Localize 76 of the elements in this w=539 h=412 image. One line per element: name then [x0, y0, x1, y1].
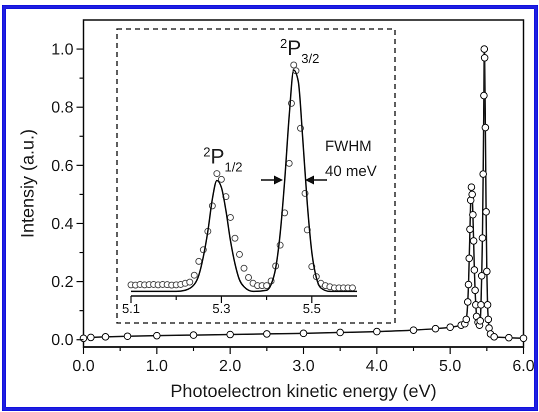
annotation: $^{2}$P$_{1/2}$ [203, 144, 243, 174]
point [468, 183, 476, 191]
point [482, 208, 490, 216]
point [236, 250, 243, 258]
point [479, 170, 487, 178]
point [231, 234, 238, 242]
point [464, 298, 472, 306]
y-tick-label: 0.0 [51, 332, 74, 350]
point [336, 328, 344, 336]
point [484, 316, 492, 324]
point [186, 278, 194, 286]
point [263, 282, 270, 290]
point [153, 332, 161, 340]
point [102, 333, 110, 341]
point [373, 328, 381, 336]
point [286, 160, 293, 167]
y-tick-label: 1.0 [51, 42, 74, 59]
point [240, 264, 248, 272]
point [348, 284, 356, 292]
x-axis-title: Photoelectron kinetic energy (eV) [170, 381, 437, 401]
point [470, 237, 478, 245]
point [477, 301, 485, 309]
point [466, 196, 474, 204]
point [470, 266, 478, 274]
point [466, 225, 474, 234]
point [483, 268, 491, 276]
point [290, 62, 298, 68]
point [469, 210, 477, 219]
point [480, 92, 488, 100]
point [476, 317, 484, 325]
x-tick-label: 1.0 [146, 358, 168, 375]
annotation: FWHM 40 meV [325, 138, 377, 180]
point [213, 170, 220, 178]
y-tick-label: 0.2 [51, 274, 74, 292]
x-tick-label: 5.5 [302, 301, 321, 316]
point [263, 330, 271, 338]
y-tick-label: 0.6 [51, 158, 74, 175]
x-tick-label: 5.3 [212, 301, 230, 316]
point [190, 331, 198, 339]
y-tick-label: 0.8 [51, 100, 74, 117]
point [410, 326, 418, 334]
point [480, 54, 488, 62]
point [245, 274, 252, 282]
point [226, 330, 234, 338]
point [226, 214, 234, 221]
point [505, 334, 513, 342]
point [446, 323, 454, 332]
point [190, 272, 198, 279]
x-tick-label: 5.0 [439, 358, 462, 375]
point [462, 316, 470, 324]
point [490, 333, 498, 341]
point [124, 332, 132, 340]
x-tick-label: 4.0 [366, 358, 388, 375]
point [471, 286, 479, 294]
x-tick-label: 0.0 [72, 358, 95, 375]
x-tick-label: 3.0 [292, 358, 315, 375]
point [520, 334, 528, 342]
x-tick-label: 6.0 [512, 358, 535, 375]
point [480, 45, 488, 53]
point [432, 324, 440, 332]
x-tick-label: 2.0 [219, 358, 242, 375]
y-axis-title: Intensiy (a.u.) [18, 128, 38, 238]
point [484, 301, 492, 309]
point [300, 330, 308, 338]
point [482, 124, 490, 132]
point [478, 234, 486, 242]
y-tick-label: 0.4 [51, 216, 74, 233]
point [465, 254, 474, 262]
point [218, 176, 225, 183]
point [87, 334, 95, 342]
point [464, 280, 472, 288]
annotation: $^{2}$P$_{3/2}$ [280, 36, 320, 66]
point [195, 258, 202, 265]
x-tick-label: 5.1 [122, 301, 140, 316]
point [468, 190, 476, 198]
point [478, 272, 486, 280]
